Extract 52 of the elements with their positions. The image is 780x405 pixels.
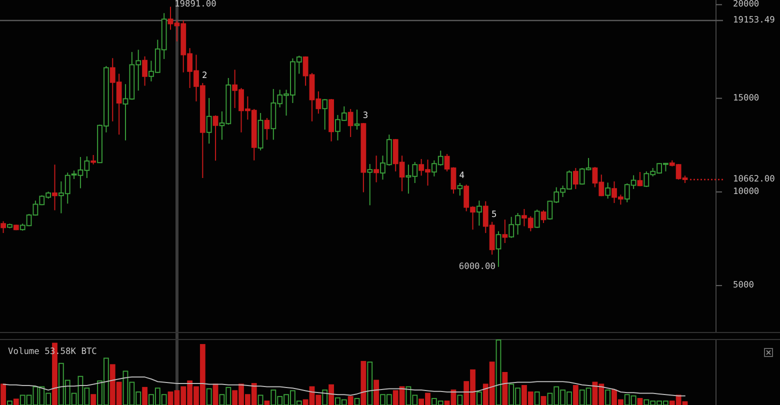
candlestick xyxy=(0,220,6,234)
bar xyxy=(142,386,148,405)
candlestick xyxy=(258,112,264,151)
candlestick xyxy=(354,109,360,130)
candlestick xyxy=(637,171,643,187)
y-tick-label: 20000 xyxy=(733,0,760,10)
y-tick-label: 15000 xyxy=(733,93,760,104)
annotation: 2 xyxy=(202,71,208,82)
candlestick xyxy=(534,209,540,228)
candlestick xyxy=(572,167,578,190)
annotation: 5 xyxy=(491,210,497,220)
ref-line-label: 19153.49 xyxy=(733,16,775,26)
candlestick xyxy=(502,219,508,244)
candlestick xyxy=(52,164,58,211)
candlestick xyxy=(322,98,328,130)
candlestick xyxy=(7,223,12,229)
y-tick-label: 5000 xyxy=(733,280,754,291)
annotation: 4 xyxy=(459,170,465,181)
annotation: 6000.00 xyxy=(458,262,496,272)
candlestick xyxy=(496,230,502,268)
candlestick xyxy=(13,224,19,231)
bar xyxy=(0,384,6,405)
candlestick xyxy=(206,98,212,144)
bar xyxy=(540,396,546,405)
candlestick xyxy=(367,163,373,206)
candlestick xyxy=(374,155,380,183)
bar xyxy=(212,384,218,405)
y-tick-label: 10000 xyxy=(733,186,760,197)
bar xyxy=(374,380,380,405)
bar xyxy=(13,398,19,405)
bar xyxy=(572,385,578,405)
bar xyxy=(637,398,643,405)
candlestick xyxy=(348,108,354,138)
candlestick xyxy=(328,98,334,142)
candlestick xyxy=(476,200,482,226)
candlestick xyxy=(142,56,148,86)
bar xyxy=(502,372,508,405)
candlestick xyxy=(360,122,366,193)
bar xyxy=(360,360,366,405)
candlestick xyxy=(90,154,96,165)
bar xyxy=(328,384,334,405)
candlestick xyxy=(605,182,611,200)
candlestick xyxy=(264,118,270,140)
bar xyxy=(348,396,354,405)
annotation: 3 xyxy=(362,111,368,122)
candlestick xyxy=(457,182,463,196)
annotation: 19891.00 xyxy=(174,0,216,10)
candlestick xyxy=(212,114,218,162)
bar xyxy=(264,400,270,405)
bar xyxy=(90,394,96,405)
candlestick xyxy=(540,210,546,224)
ref-line-label: 10662.00 xyxy=(733,174,775,185)
